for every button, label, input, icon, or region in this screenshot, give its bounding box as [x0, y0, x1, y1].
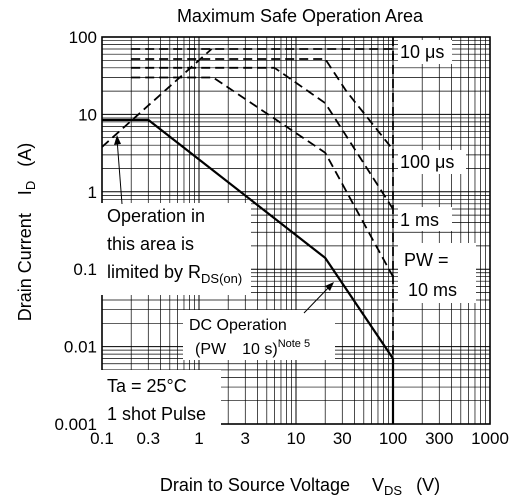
x-tick-label: 100: [379, 429, 407, 448]
series-line-100-s: [131, 58, 394, 151]
y-tick-label: 0.001: [54, 415, 97, 434]
y-axis-unit: (A): [15, 143, 35, 167]
label-100us: 100 μs: [400, 152, 454, 172]
x-tick-label: 300: [425, 429, 453, 448]
condition-pulse: 1 shot Pulse: [107, 404, 206, 424]
y-axis-symbol: I: [15, 190, 35, 195]
series-line-rds-limit: [101, 48, 213, 148]
annotation-arrows: [114, 135, 334, 314]
x-tick-label: 10: [287, 429, 306, 448]
x-axis-symbol-sub: DS: [384, 483, 402, 498]
rds-note-line1: Operation in: [107, 206, 205, 226]
label-1ms: 1 ms: [400, 210, 439, 230]
rds-note-line3: limited by RDS(on): [107, 262, 242, 286]
y-tick-label: 1: [88, 183, 97, 202]
y-tick-label: 0.01: [64, 338, 97, 357]
label-10us: 10 μs: [400, 42, 444, 62]
rds-note-sub: DS(on): [201, 271, 242, 286]
y-tick-label: 0.1: [73, 260, 97, 279]
x-axis-unit: (V): [416, 475, 440, 495]
y-axis-label: Drain Current: [15, 213, 35, 321]
dc-note-line2: (PW 10 s)Note 5: [195, 338, 310, 358]
condition-temperature: Ta = 25°C: [107, 376, 187, 396]
rds-arrow-line: [116, 138, 123, 205]
x-tick-label: 3: [241, 429, 250, 448]
x-tick-label: 30: [333, 429, 352, 448]
y-tick-label: 10: [78, 105, 97, 124]
series-line-1-ms: [131, 66, 394, 210]
dc-arrow-line: [303, 285, 331, 314]
dc-note-time: 10 s): [242, 341, 278, 358]
rds-note-line2: this area is: [107, 234, 194, 254]
x-tick-label: 1: [194, 429, 203, 448]
y-tick-label: 100: [69, 28, 97, 47]
x-tick-label: 1000: [471, 429, 509, 448]
series-line-10-ms: [131, 76, 394, 278]
chart-title: Maximum Safe Operation Area: [177, 6, 424, 26]
y-axis-title: Drain Current ID (A): [15, 143, 38, 321]
y-axis-symbol-sub: D: [23, 181, 38, 190]
dc-note-line1: DC Operation: [189, 317, 287, 334]
dc-arrow-head: [325, 282, 334, 291]
rds-arrow-head: [114, 135, 121, 145]
label-pw-line2: 10 ms: [408, 280, 457, 300]
label-pw-line1: PW =: [404, 250, 449, 270]
rds-note-main: limited by R: [107, 262, 201, 282]
x-axis-symbol: V: [372, 475, 384, 495]
annotation-boxes: [101, 40, 476, 428]
dc-note-pw: (PW: [195, 341, 227, 358]
x-axis-label: Drain to Source Voltage: [160, 475, 350, 495]
x-tick-label: 0.3: [136, 429, 160, 448]
series-layer: [101, 37, 395, 424]
tick-labels: 0.1 0.3 1 3 10 30 100 300 1000 100 10 1 0.1 0.01 0.001: [54, 28, 508, 448]
x-axis-title: Drain to Source Voltage VDS (V): [160, 475, 440, 498]
x-tick-label: 0.1: [90, 429, 114, 448]
dc-note-footnote: Note 5: [278, 338, 310, 350]
